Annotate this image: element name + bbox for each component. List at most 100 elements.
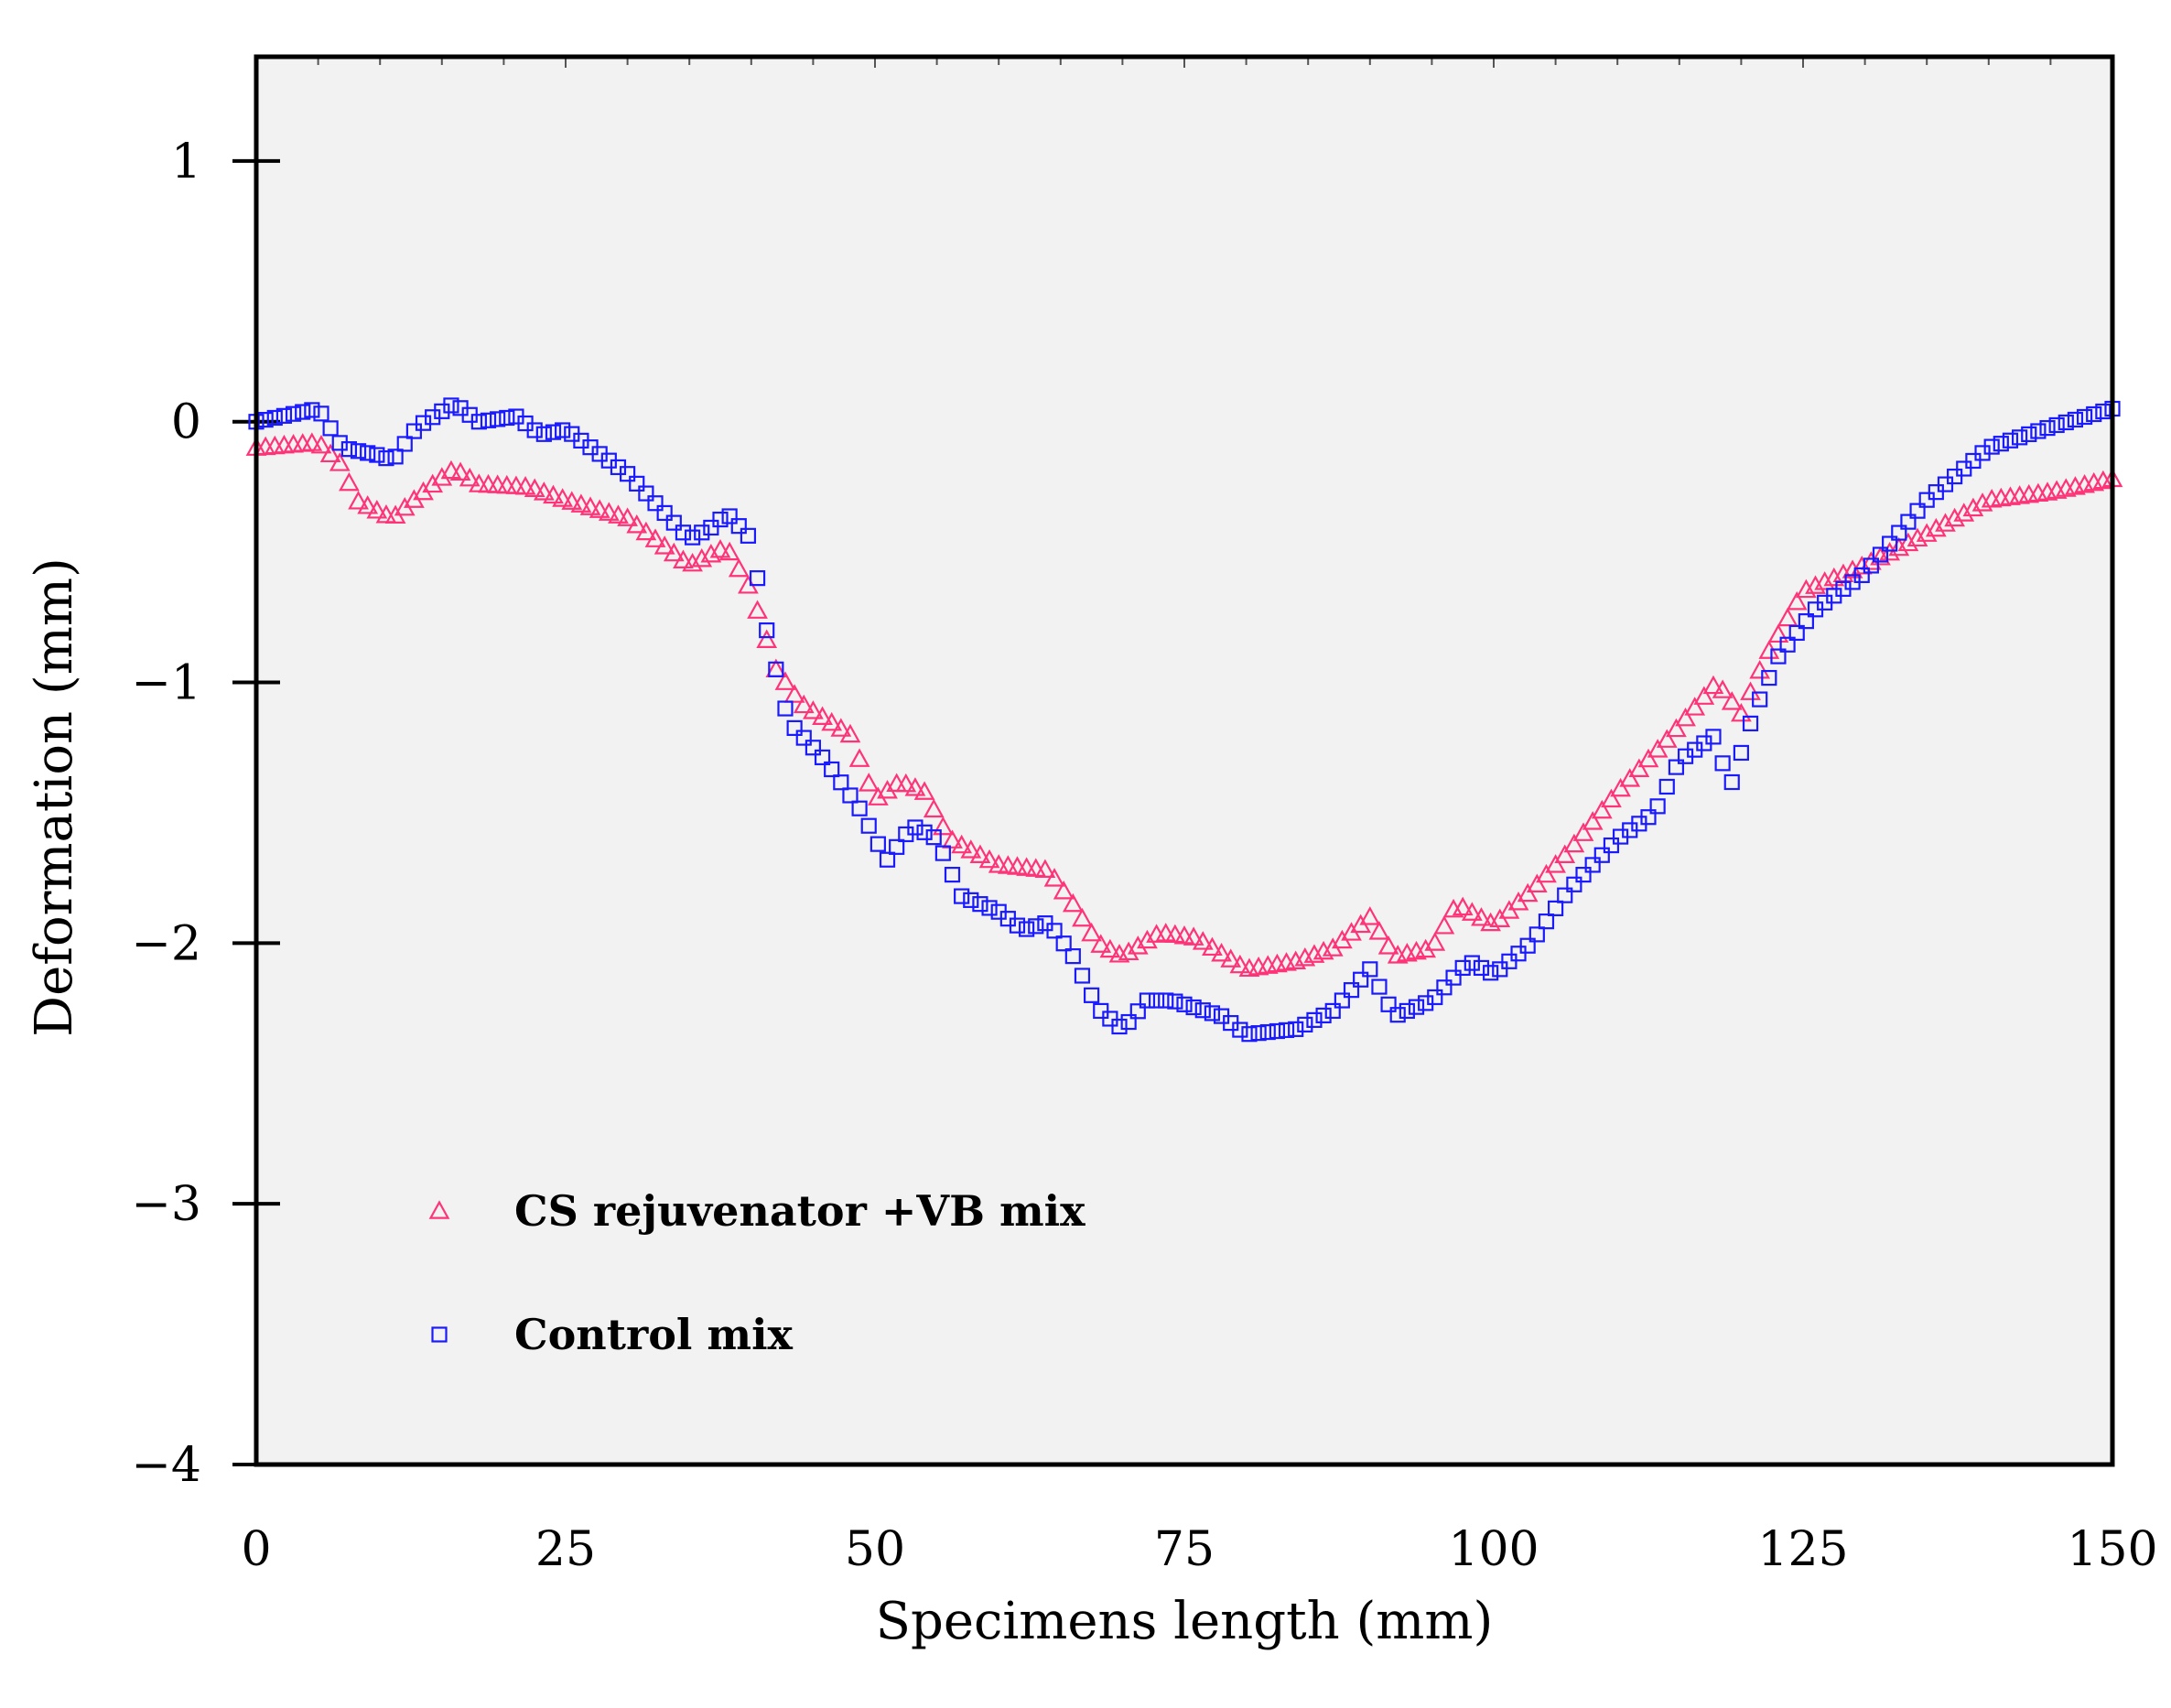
legend-square-icon <box>431 1326 448 1343</box>
data-point-control <box>1872 546 1889 563</box>
data-point-cs <box>1517 882 1539 903</box>
y-tick-label: −4 <box>131 1438 201 1493</box>
data-point-cs <box>329 452 351 471</box>
data-point-cs <box>848 748 870 767</box>
data-point-cs <box>366 500 388 519</box>
data-point-control <box>1575 867 1592 883</box>
data-point-cs <box>1303 944 1325 963</box>
data-point-control <box>1752 691 1768 708</box>
data-point-control <box>1064 948 1081 965</box>
data-point-control <box>490 411 506 427</box>
data-point-cs <box>310 434 332 454</box>
data-point-cs <box>774 671 796 690</box>
data-point-control <box>1389 1007 1406 1023</box>
data-point-control <box>1315 1007 1332 1024</box>
data-point-control <box>526 422 543 438</box>
data-point-cs <box>449 461 471 481</box>
data-point-cs <box>1582 811 1604 830</box>
data-point-cs <box>839 723 861 743</box>
data-point-control <box>944 867 961 883</box>
data-point-control <box>1204 1005 1221 1022</box>
x-tick-label: 150 <box>2067 1522 2157 1577</box>
data-point-cs <box>1628 758 1650 777</box>
x-axis-ticks: 0 25 50 75 100 125 150 <box>241 57 2158 1577</box>
data-point-control <box>954 888 970 904</box>
data-point-cs <box>1211 942 1232 962</box>
data-point-control <box>1241 1026 1258 1043</box>
data-point-control <box>295 404 311 420</box>
data-point-control <box>1742 715 1759 732</box>
x-axis-title: Specimens length (mm) <box>876 1592 1494 1651</box>
data-point-cs <box>1731 702 1752 722</box>
data-point-control <box>759 622 775 639</box>
data-point-control <box>2095 403 2112 420</box>
data-point-control <box>340 441 357 458</box>
legend-label-control: Control mix <box>514 1310 794 1359</box>
data-point-cs <box>1702 675 1724 695</box>
data-point-control <box>266 409 283 427</box>
data-point-control <box>1798 613 1814 630</box>
data-point-control <box>1194 1002 1211 1019</box>
data-point-control <box>1334 992 1350 1009</box>
data-point-cs <box>1294 946 1316 967</box>
data-point-cs <box>942 829 963 849</box>
data-point-control <box>869 836 886 852</box>
data-point-control <box>1761 669 1777 686</box>
data-point-control <box>1399 1002 1415 1020</box>
data-point-control <box>824 761 840 778</box>
data-point-control <box>1464 955 1480 971</box>
data-point-cs <box>1155 923 1177 942</box>
data-point-cs <box>319 443 341 463</box>
data-point-control <box>1436 979 1453 996</box>
data-point-control <box>842 787 859 804</box>
data-point-control <box>1547 900 1564 916</box>
data-point-cs <box>1072 907 1093 927</box>
data-point-cs <box>709 539 731 558</box>
data-point-cs <box>913 781 935 800</box>
data-point-control <box>1009 917 1026 934</box>
data-point-cs <box>1647 739 1669 758</box>
data-point-cs <box>1081 922 1102 942</box>
data-point-control <box>1788 624 1805 642</box>
data-point-control <box>1863 557 1879 574</box>
data-point-cs <box>598 502 620 521</box>
data-point-control <box>1288 1021 1304 1037</box>
data-point-cs <box>626 514 648 534</box>
data-point-cs <box>1777 607 1798 627</box>
data-point-control <box>378 450 394 467</box>
data-point-cs <box>1591 799 1613 819</box>
data-point-cs <box>1879 541 1901 561</box>
data-point-cs <box>552 488 573 507</box>
data-point-cs <box>1888 536 1910 557</box>
data-point-control <box>730 518 747 535</box>
data-point-cs <box>1053 880 1075 900</box>
data-point-control <box>963 892 979 908</box>
data-point-control <box>1649 798 1666 815</box>
data-point-control <box>740 527 757 544</box>
data-point-control <box>1046 923 1063 939</box>
data-point-cs <box>589 499 610 518</box>
data-point-cs <box>1712 679 1734 698</box>
data-point-control <box>889 838 905 855</box>
data-point-control <box>665 514 682 531</box>
data-point-cs <box>923 798 945 818</box>
y-tick-label: 1 <box>171 135 201 189</box>
data-point-cs <box>1377 935 1399 955</box>
data-point-control <box>907 819 923 836</box>
data-point-cs <box>1285 950 1307 970</box>
data-point-cs <box>1229 954 1251 974</box>
data-point-cs <box>1610 777 1631 797</box>
legend: CS rejuvenator +VB mix Control mix <box>428 1186 1086 1359</box>
data-point-cs <box>1312 940 1334 960</box>
data-point-control <box>1538 913 1555 930</box>
data-point-cs <box>1183 926 1204 946</box>
data-point-cs <box>793 694 815 714</box>
data-point-cs <box>1601 788 1622 808</box>
plot-frame <box>254 54 2115 1467</box>
data-point-cs <box>1471 907 1492 926</box>
data-point-cs <box>357 495 379 514</box>
data-point-cs <box>1666 718 1687 738</box>
data-point-cs <box>301 432 323 451</box>
data-point-cs <box>1202 936 1223 957</box>
